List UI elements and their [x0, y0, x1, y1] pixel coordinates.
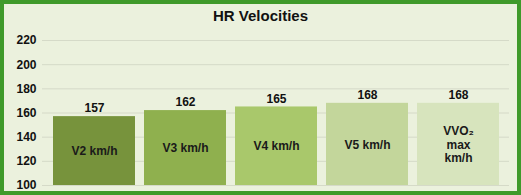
svg-text:165: 165 [266, 92, 286, 106]
svg-text:VVO₂maxkm/h: VVO₂maxkm/h [443, 124, 474, 164]
svg-text:200: 200 [16, 58, 36, 72]
svg-text:120: 120 [16, 154, 36, 168]
svg-text:V3 km/h: V3 km/h [162, 141, 208, 155]
svg-text:140: 140 [16, 130, 36, 144]
svg-text:100: 100 [16, 178, 36, 191]
svg-text:168: 168 [357, 88, 377, 102]
html-text:HR Velocities: HR Velocities [213, 7, 308, 24]
svg-text:V2 km/h: V2 km/h [71, 144, 117, 158]
svg-text:168: 168 [448, 88, 468, 102]
svg-text:V4 km/h: V4 km/h [253, 139, 299, 153]
svg-text:160: 160 [16, 106, 36, 120]
svg-text:162: 162 [175, 95, 195, 109]
svg-text:180: 180 [16, 82, 36, 96]
svg-text:220: 220 [16, 33, 36, 47]
svg-text:157: 157 [84, 101, 104, 115]
svg-text:V5 km/h: V5 km/h [344, 138, 390, 152]
